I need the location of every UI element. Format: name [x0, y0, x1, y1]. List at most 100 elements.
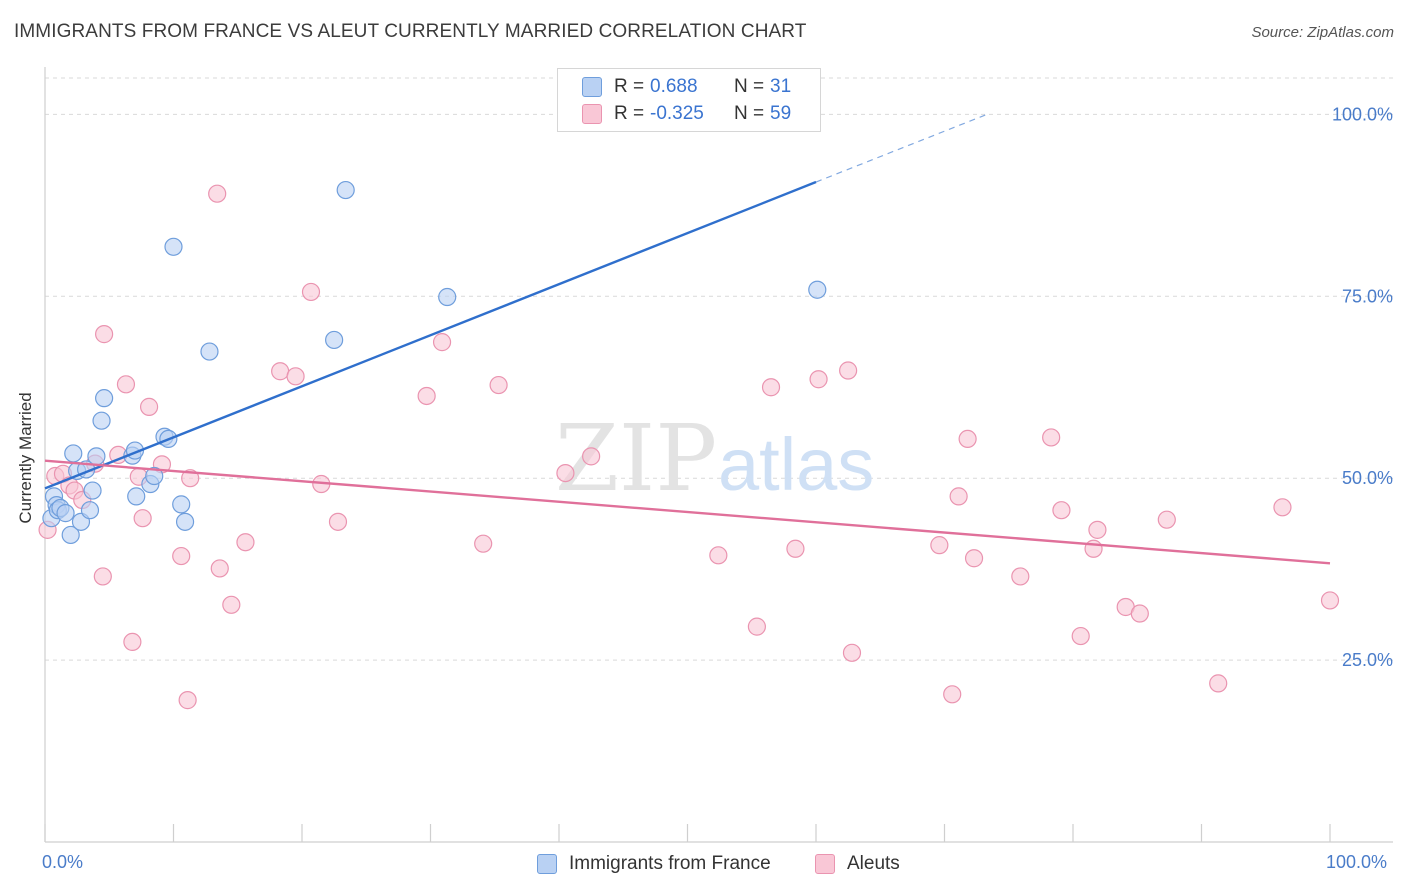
legend-n-value: 59 — [770, 103, 792, 124]
france-point — [61, 525, 80, 545]
legend-swatch-france — [582, 77, 602, 97]
x-tick-label-max: 100.0% — [1326, 852, 1388, 872]
aleuts-point — [133, 509, 152, 528]
watermark-zip: ZIP — [555, 405, 717, 512]
aleuts-point — [271, 362, 290, 381]
aleuts-point — [761, 378, 781, 397]
aleuts-point — [709, 546, 728, 565]
france-point — [175, 512, 195, 531]
aleuts-point — [1011, 567, 1030, 586]
watermark: ZIP atlas — [555, 405, 874, 512]
aleuts-point — [1071, 626, 1090, 646]
aleuts-point — [839, 361, 858, 380]
source-credit: Source: ZipAtlas.com — [1251, 24, 1394, 41]
legend-r-value: 0.688 — [650, 76, 698, 97]
legend-swatch-aleuts — [582, 104, 602, 124]
aleuts-point — [208, 184, 227, 203]
france-point — [80, 501, 100, 520]
aleuts-point — [809, 370, 828, 389]
grid-lines — [45, 77, 1393, 661]
france-point — [95, 389, 114, 408]
y-tick-labels: 25.0% 50.0% 75.0% 100.0% — [1332, 104, 1393, 670]
aleuts-point — [556, 463, 575, 483]
aleuts-point — [943, 685, 962, 704]
france-point — [56, 504, 75, 523]
legend-n-label: N = — [734, 76, 765, 97]
aleuts-point — [432, 333, 452, 352]
france-point — [83, 481, 102, 500]
aleuts-point — [1320, 591, 1340, 610]
stats-legend: R = 0.688 N = 31 R = -0.325 N = 59 — [557, 68, 821, 132]
axes — [44, 67, 1393, 843]
aleuts-point — [178, 691, 197, 710]
aleuts-point — [222, 595, 241, 614]
aleuts-point — [210, 559, 229, 578]
legend-row-aleuts: R = -0.325 N = 59 — [582, 102, 791, 126]
y-tick-label: 100.0% — [1332, 104, 1393, 124]
france-point — [438, 287, 457, 307]
y-tick-label: 25.0% — [1342, 650, 1393, 670]
legend-swatch-france — [537, 854, 557, 874]
aleuts-point — [1052, 501, 1071, 520]
aleuts-point — [301, 282, 321, 302]
aleuts-point — [489, 375, 508, 395]
france-point — [64, 444, 83, 463]
legend-swatch-aleuts — [815, 854, 835, 874]
aleuts-point — [236, 533, 255, 552]
aleuts-point — [1130, 604, 1149, 623]
aleuts-point — [1209, 674, 1228, 693]
aleuts-point — [786, 539, 805, 558]
aleuts-point — [582, 447, 601, 466]
france-point — [336, 180, 355, 200]
aleuts-trend-line — [44, 459, 1331, 565]
bottom-legend-france: Immigrants from France — [537, 852, 771, 876]
france-point — [164, 237, 183, 256]
aleuts-point — [328, 512, 348, 531]
aleuts-point — [139, 397, 159, 416]
legend-r-label: R = — [614, 76, 645, 97]
aleuts-point — [964, 549, 984, 568]
france-point — [808, 280, 827, 299]
aleuts-point — [116, 375, 136, 394]
france-trend-line — [44, 180, 817, 490]
aleuts-point — [93, 567, 112, 586]
france-point — [127, 487, 146, 506]
aleuts-point — [949, 487, 968, 506]
chart-title: IMMIGRANTS FROM FRANCE VS ALEUT CURRENTL… — [14, 21, 807, 42]
aleuts-point — [95, 325, 114, 344]
aleuts-point — [172, 546, 191, 566]
bottom-legend-aleuts: Aleuts — [815, 852, 900, 876]
france-points — [42, 180, 827, 545]
aleuts-point — [1042, 428, 1061, 447]
aleuts-point — [1273, 498, 1292, 517]
france-trend-extension — [815, 113, 988, 183]
aleuts-point — [930, 536, 949, 555]
aleuts-point — [286, 367, 305, 386]
france-point — [325, 330, 344, 350]
aleuts-point — [181, 469, 200, 488]
x-tick-label-min: 0.0% — [42, 852, 84, 872]
aleuts-point — [958, 429, 977, 448]
legend-r-label: R = — [614, 103, 645, 124]
y-tick-label: 75.0% — [1342, 286, 1393, 306]
trend-lines — [44, 113, 1331, 565]
aleuts-point — [747, 617, 766, 636]
y-tick-label: 50.0% — [1342, 468, 1393, 488]
legend-n-value: 31 — [770, 76, 792, 97]
france-point — [172, 495, 191, 514]
aleuts-point — [842, 643, 862, 662]
legend-r-value: -0.325 — [650, 103, 704, 124]
legend-row-france: R = 0.688 N = 31 — [582, 75, 791, 99]
watermark-atlas: atlas — [718, 423, 874, 506]
aleuts-point — [123, 632, 142, 652]
legend-n-label: N = — [734, 103, 765, 124]
aleuts-point — [1088, 520, 1107, 539]
france-point — [87, 447, 106, 466]
aleuts-point — [417, 386, 436, 406]
aleuts-point — [1157, 510, 1176, 529]
france-point — [92, 411, 111, 430]
legend-label-france: Immigrants from France — [569, 853, 771, 874]
france-point — [200, 342, 219, 361]
france-point — [145, 466, 164, 486]
